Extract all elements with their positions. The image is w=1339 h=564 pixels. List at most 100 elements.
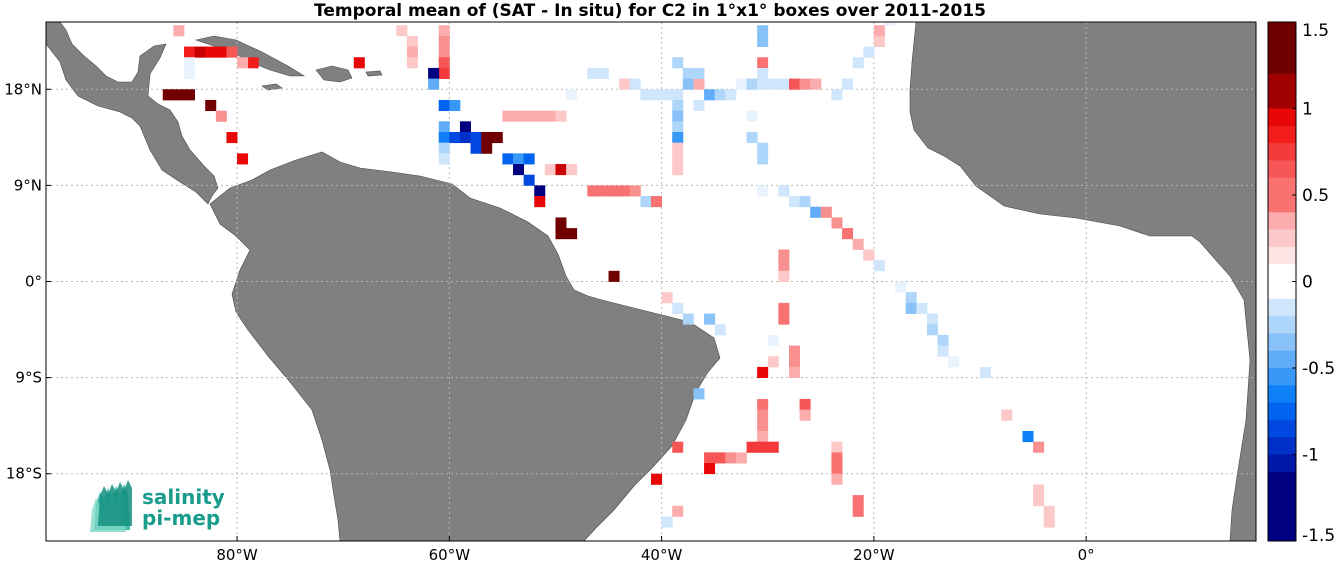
colorbar-tick-label: 0.5 <box>1302 186 1329 206</box>
data-box <box>704 89 716 101</box>
data-box <box>491 131 503 144</box>
data-box <box>651 196 663 208</box>
data-box <box>672 131 684 144</box>
data-box <box>757 67 769 79</box>
data-box <box>544 164 556 176</box>
colorbar-segment <box>1268 316 1296 334</box>
data-box <box>173 89 185 101</box>
hispaniola-island <box>315 65 353 83</box>
data-box <box>215 46 227 58</box>
data-box <box>661 516 673 528</box>
colorbar-segment <box>1268 56 1296 75</box>
salinity-pi-mep-logo: salinity pi-mep <box>90 480 225 532</box>
data-box <box>842 78 854 90</box>
colorbar-segment <box>1268 281 1296 300</box>
data-box <box>831 441 843 453</box>
colorbar-tick-label: -0.5 <box>1302 359 1335 379</box>
colorbar-segment <box>1268 212 1296 231</box>
data-box <box>831 463 843 475</box>
data-box <box>714 324 726 336</box>
data-box <box>725 89 737 101</box>
data-box <box>937 334 949 346</box>
data-box <box>555 110 567 122</box>
data-box <box>873 25 885 37</box>
data-box <box>937 345 949 357</box>
colorbar-segment <box>1268 419 1296 438</box>
data-box <box>672 164 684 176</box>
data-box <box>449 99 461 112</box>
data-box <box>682 78 694 90</box>
data-box <box>714 452 726 464</box>
data-box <box>428 78 440 90</box>
data-box <box>534 110 546 122</box>
colorbar-tick-label: 1 <box>1302 100 1313 120</box>
data-box <box>831 217 843 229</box>
data-box <box>226 131 238 144</box>
data-box <box>873 35 885 47</box>
colorbar-segment <box>1268 298 1296 317</box>
data-box <box>438 131 450 144</box>
data-box <box>820 206 832 218</box>
data-box <box>481 142 493 154</box>
data-box <box>459 121 471 133</box>
colorbar-segment <box>1268 160 1296 179</box>
data-box <box>523 153 535 165</box>
data-box <box>566 164 578 176</box>
data-box <box>852 57 864 69</box>
data-box <box>183 67 195 79</box>
colorbar-tick-label: 0 <box>1302 273 1313 293</box>
data-box <box>778 249 790 261</box>
data-box <box>1043 505 1055 517</box>
data-box <box>353 57 365 69</box>
data-box <box>608 270 620 282</box>
data-box <box>183 46 195 58</box>
colorbar-segment <box>1268 385 1296 404</box>
data-box <box>1022 431 1034 443</box>
data-box <box>555 217 567 229</box>
colorbar-segment <box>1268 350 1296 369</box>
data-box <box>757 78 769 90</box>
colorbar-segment <box>1268 39 1296 58</box>
data-box <box>438 99 450 112</box>
data-box <box>672 99 684 112</box>
data-box <box>672 441 684 453</box>
data-box <box>428 67 440 79</box>
colorbar-tick-label: 1.5 <box>1302 21 1329 41</box>
data-box <box>757 441 769 453</box>
data-box <box>767 334 779 346</box>
data-box <box>682 313 694 325</box>
lat-tick-label: 9°N <box>14 176 42 194</box>
lat-tick-label: 9°S <box>15 369 42 387</box>
data-box <box>767 356 779 368</box>
data-box <box>704 452 716 464</box>
data-box <box>555 164 567 176</box>
data-box <box>725 452 737 464</box>
colorbar-segment <box>1268 73 1296 92</box>
data-box <box>194 46 206 58</box>
data-box <box>215 110 227 122</box>
colorbar-segment <box>1268 177 1296 196</box>
data-box <box>757 366 769 379</box>
data-box <box>852 495 864 507</box>
data-box <box>757 57 769 69</box>
data-box <box>831 452 843 464</box>
data-box <box>672 57 684 69</box>
data-box <box>767 78 779 90</box>
colorbar-segment <box>1268 506 1296 525</box>
data-box <box>704 313 716 325</box>
colorbar-segment <box>1268 143 1296 161</box>
data-box <box>788 366 800 379</box>
data-box <box>651 473 663 485</box>
data-box <box>661 292 673 304</box>
data-box <box>842 228 854 240</box>
lat-tick-label: 18°N <box>4 80 42 98</box>
data-box <box>778 302 790 314</box>
data-box <box>672 89 684 101</box>
data-box <box>513 164 525 176</box>
colorbar-segment <box>1268 91 1296 109</box>
data-box <box>926 324 938 336</box>
logo-text-salinity: salinity <box>142 485 225 509</box>
data-box <box>629 78 641 90</box>
data-box <box>905 302 917 314</box>
data-box <box>788 356 800 368</box>
